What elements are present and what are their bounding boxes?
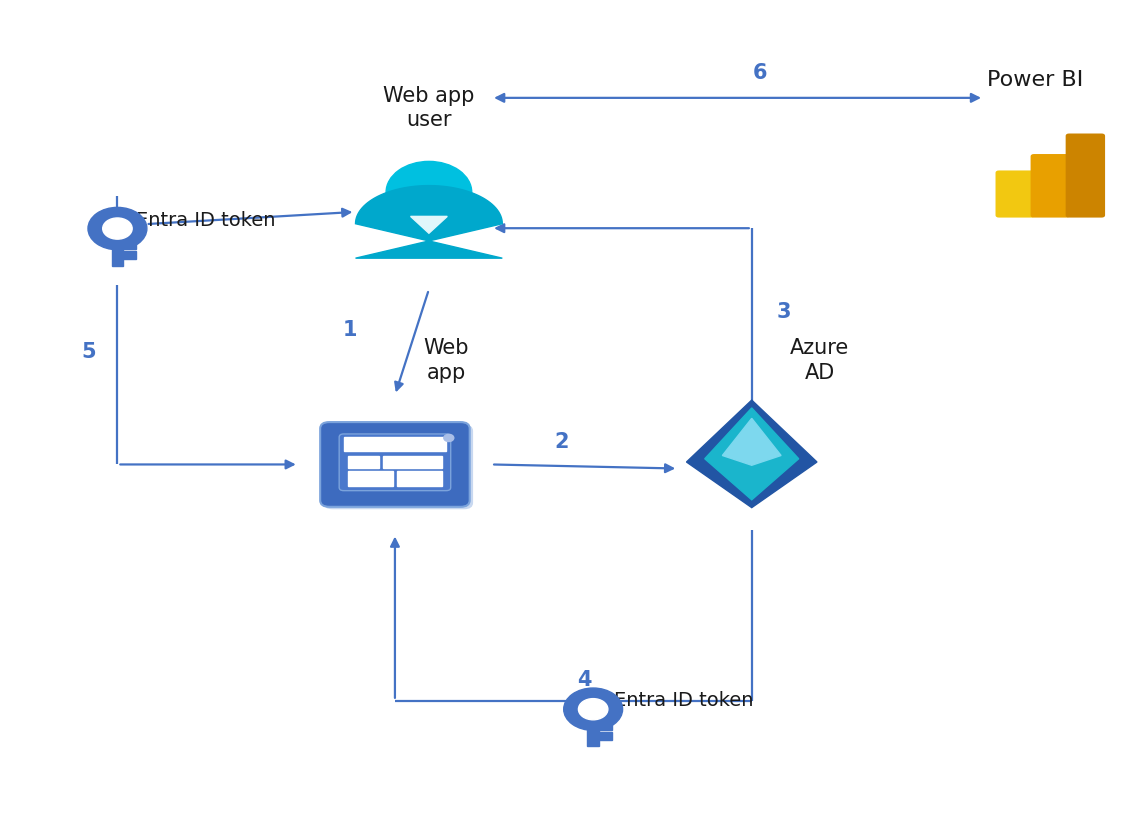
Circle shape [578, 699, 608, 720]
Text: 6: 6 [753, 63, 768, 83]
Circle shape [564, 688, 623, 730]
FancyBboxPatch shape [324, 425, 474, 509]
FancyBboxPatch shape [1066, 133, 1106, 217]
Bar [123, 251, 136, 259]
FancyBboxPatch shape [321, 422, 470, 507]
FancyBboxPatch shape [995, 170, 1035, 217]
Text: 1: 1 [342, 320, 357, 340]
Circle shape [444, 435, 454, 441]
Polygon shape [705, 408, 799, 500]
Bar [348, 456, 379, 468]
FancyBboxPatch shape [339, 434, 451, 491]
Text: 5: 5 [82, 342, 97, 362]
Text: 4: 4 [577, 671, 592, 690]
Bar [343, 437, 446, 451]
Bar [123, 241, 136, 249]
Circle shape [386, 161, 471, 223]
Text: Azure
AD: Azure AD [790, 338, 849, 383]
Text: Power BI: Power BI [987, 70, 1083, 90]
Bar [599, 722, 612, 729]
Bar [112, 230, 123, 266]
Text: Web
app: Web app [423, 338, 469, 383]
Polygon shape [722, 418, 782, 465]
Bar [588, 710, 599, 746]
Text: Web app
user: Web app user [383, 86, 475, 130]
Polygon shape [687, 400, 817, 508]
Bar [599, 732, 612, 740]
Bar [348, 471, 393, 486]
Circle shape [103, 218, 132, 239]
Polygon shape [356, 186, 502, 258]
Bar [397, 471, 442, 486]
Circle shape [88, 207, 147, 249]
Text: Entra ID token: Entra ID token [614, 691, 753, 710]
Bar [383, 456, 442, 468]
Text: 3: 3 [776, 302, 791, 322]
Polygon shape [411, 216, 447, 233]
Text: 2: 2 [555, 431, 569, 452]
Text: Entra ID token: Entra ID token [136, 211, 275, 230]
FancyBboxPatch shape [1030, 154, 1070, 217]
